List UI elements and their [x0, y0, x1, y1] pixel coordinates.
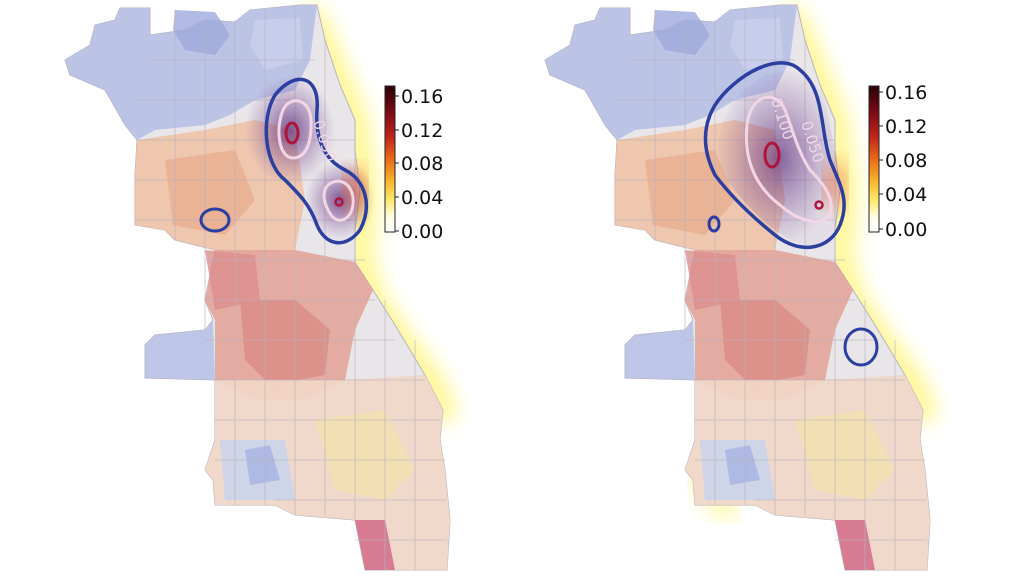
colorbar-tick: 0.16: [885, 82, 927, 104]
region-southwest: [145, 320, 215, 380]
density-map-left: 0.050 0.16 0.12 0.08 0.04 0.00: [64, 4, 456, 571]
hotspot-north: [245, 75, 335, 185]
colorbar-tick: 0.08: [885, 150, 927, 172]
contour-south: [843, 327, 879, 367]
contour-mid: [744, 95, 833, 223]
contour-mid-north: [277, 99, 313, 160]
contour-inner-loop: [334, 197, 344, 207]
density-map-right: 0.100 0.050 0.16 0.12 0.08 0.04 0.00: [544, 4, 936, 571]
colorbar-tick: 0.16: [401, 86, 443, 108]
contour-inner-loop: [814, 200, 824, 210]
map-panel-left: 0.050 0.16 0.12 0.08 0.04 0.00: [55, 0, 475, 576]
colorbar-tick: 0.12: [885, 116, 927, 138]
contour-west: [707, 215, 721, 233]
colorbar-tick: 0.08: [401, 153, 443, 175]
colorbar-tick: 0.04: [401, 187, 443, 209]
colorbar-tick: 0.00: [885, 219, 927, 241]
colorbar-tick: 0.00: [401, 221, 443, 243]
contour-mid-loop: [322, 179, 355, 222]
map-panel-right: 0.100 0.050 0.16 0.12 0.08 0.04 0.00: [535, 0, 955, 576]
colorbar-tick: 0.12: [401, 120, 443, 142]
contour-outer: [703, 61, 846, 250]
contour-outer: [264, 77, 369, 245]
colorbar-tick: 0.04: [885, 184, 927, 206]
contour-inner-north: [763, 141, 781, 169]
contour-west: [199, 207, 231, 233]
contour-inner-north: [284, 121, 300, 145]
colorbar: 0.16 0.12 0.08 0.04 0.00: [384, 85, 443, 243]
colorbar: 0.16 0.12 0.08 0.04 0.00: [868, 82, 927, 241]
region-southwest: [625, 320, 695, 380]
